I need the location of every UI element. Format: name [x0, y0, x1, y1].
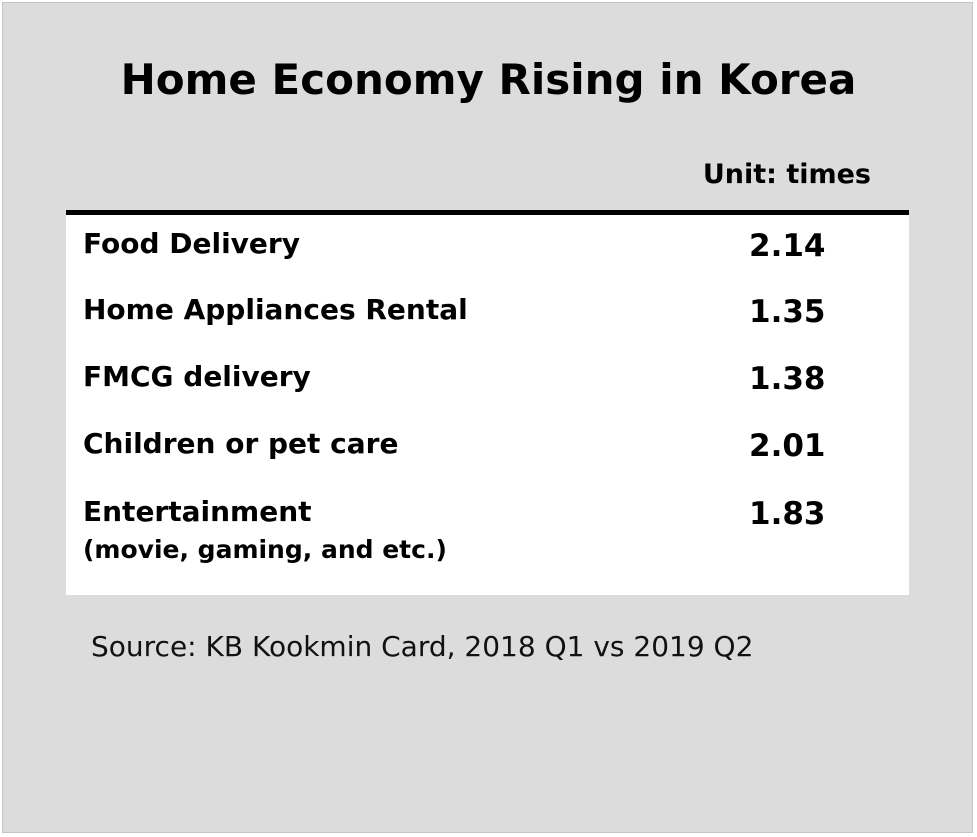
row-label: Food Delivery — [83, 227, 300, 260]
data-table: Food Delivery 2.14 Home Appliances Renta… — [66, 210, 909, 595]
row-value: 2.14 — [749, 228, 826, 264]
row-label: Home Appliances Rental — [83, 293, 468, 326]
row-label: FMCG delivery — [83, 360, 311, 393]
table-top-rule — [66, 210, 909, 215]
chart-title: Home Economy Rising in Korea — [120, 55, 857, 104]
row-label: Children or pet care — [83, 427, 399, 460]
row-sublabel: (movie, gaming, and etc.) — [83, 535, 447, 564]
row-value: 1.35 — [749, 294, 826, 330]
row-label: Entertainment — [83, 495, 312, 528]
row-value: 1.38 — [749, 361, 826, 397]
row-value: 1.83 — [749, 496, 826, 532]
unit-label: Unit: times — [702, 159, 871, 190]
row-value: 2.01 — [749, 428, 826, 464]
source-note: Source: KB Kookmin Card, 2018 Q1 vs 2019… — [91, 630, 754, 663]
